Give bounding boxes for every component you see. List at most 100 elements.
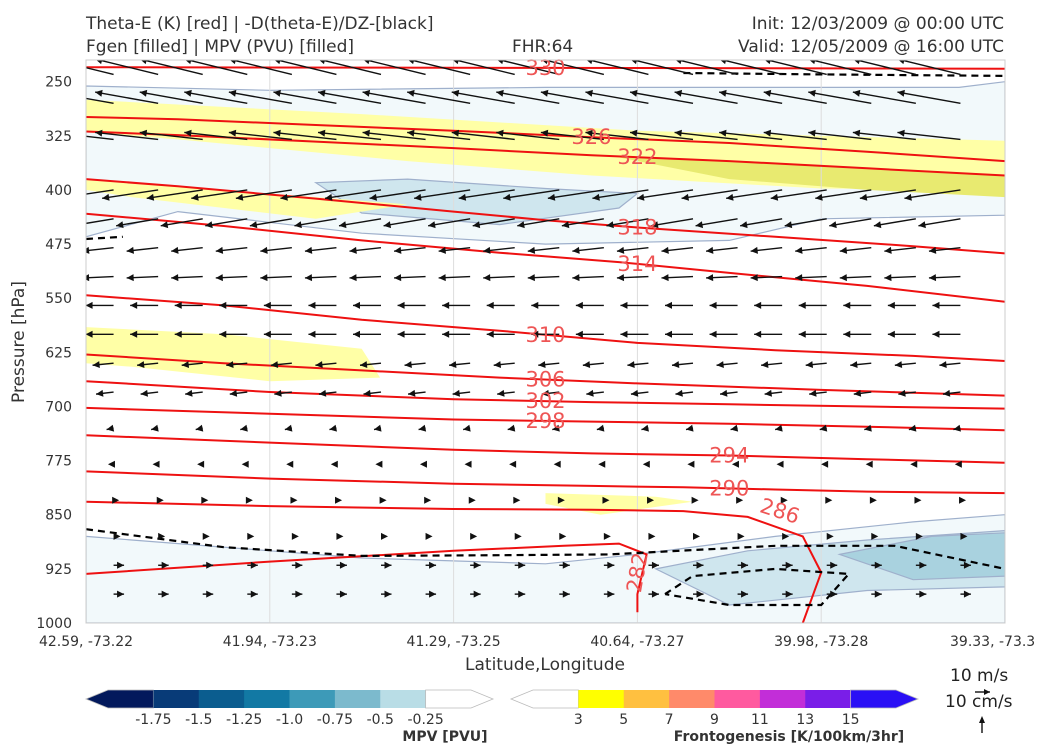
theta-e-contour-label: 294: [709, 444, 749, 468]
y-tick-label: 775: [45, 454, 72, 470]
wind-arrowhead: [151, 424, 159, 432]
theta-e-contour-label: 306: [525, 368, 565, 392]
wind-arrowhead: [92, 361, 100, 369]
wind-arrowhead: [384, 561, 392, 569]
frontogenesis-colorbar: 3 5 7 9 11 13 15: [509, 689, 920, 728]
wind-arrowhead: [483, 246, 491, 254]
wind-arrow: [184, 131, 248, 141]
wind-arrowhead: [219, 301, 227, 309]
wind-arrowhead: [805, 361, 814, 369]
wind-arrowhead: [414, 193, 422, 201]
wind-arrowhead: [864, 424, 872, 432]
wind-arrowhead: [429, 590, 437, 598]
wind-arrowhead: [839, 246, 848, 254]
wind-arrowhead: [284, 424, 293, 432]
plot-frame: [85, 59, 1006, 624]
mpv-colorbar-segment: [244, 690, 290, 708]
wind-arrowhead: [472, 221, 481, 229]
wind-arrowhead: [463, 424, 471, 432]
theta-e-contour-label: 318: [617, 215, 657, 239]
wind-arrow: [363, 60, 426, 76]
wind-arrowhead: [815, 193, 823, 201]
wind-arrow: [184, 91, 248, 104]
wind-arrowhead: [51, 57, 59, 64]
theta-e-contour-line: [86, 542, 648, 613]
x-tick-label: 39.33, -73.3: [950, 634, 1035, 650]
wind-arrowhead: [664, 330, 672, 338]
wind-arrowhead: [959, 496, 967, 504]
wind-arrowhead: [821, 460, 829, 468]
mpv-colorbar-tick-label: -0.75: [317, 712, 353, 728]
wind-arrowhead: [113, 532, 121, 540]
wind-arrow: [815, 189, 872, 200]
wind-arrowhead: [562, 561, 570, 569]
frontogenesis-colorbar-segment: [850, 689, 920, 709]
chart-title-line-2: Fgen [filled] | MPV (PVU) [filled]: [86, 37, 355, 57]
wind-arrowhead: [226, 361, 234, 369]
wind-arrow: [407, 91, 471, 104]
wind-arrow: [517, 218, 560, 227]
y-tick-label: 250: [45, 75, 72, 91]
wind-arrowhead: [274, 389, 282, 397]
wind-arrow: [606, 218, 649, 227]
wind-arrowhead: [538, 361, 546, 369]
quiver-key-vertical-label: 10 cm/s: [945, 692, 1013, 712]
wind-arrowhead: [953, 424, 961, 432]
wind-arrowhead: [280, 193, 288, 201]
theta-e-contour-line: [86, 434, 1005, 464]
y-tick-label: 325: [45, 129, 72, 145]
wind-arrowhead: [754, 330, 762, 338]
wind-arrowhead: [750, 274, 758, 282]
wind-arrowhead: [592, 193, 600, 201]
wind-arrowhead: [737, 532, 745, 540]
wind-arrow: [918, 218, 961, 227]
wind-arrowhead: [918, 221, 926, 229]
wind-arrow: [547, 189, 604, 200]
wind-arrowhead: [761, 361, 769, 369]
wind-arrowhead: [540, 89, 549, 97]
wind-arrowhead: [384, 590, 392, 598]
wind-arrow: [763, 131, 827, 141]
wind-arrowhead: [651, 561, 659, 569]
wind-arrowhead: [887, 301, 895, 309]
frontogenesis-colorbar-segment: [623, 690, 670, 708]
wind-arrowhead: [928, 274, 937, 282]
wind-arrowhead: [497, 60, 504, 65]
wind-arrow: [249, 218, 292, 227]
wind-arrow: [407, 131, 471, 141]
wind-arrowhead: [228, 89, 237, 97]
wind-arrowhead: [939, 361, 947, 369]
wind-arrow: [719, 91, 783, 104]
quiver-key: 10 m/s 10 cm/s: [945, 666, 1013, 733]
wind-arrow: [681, 189, 738, 200]
wind-arrowhead: [352, 301, 360, 309]
wind-arrowhead: [468, 496, 476, 504]
wind-arrowhead: [483, 274, 491, 282]
wind-arrowhead: [884, 274, 892, 282]
wind-arrowhead: [650, 221, 659, 229]
mpv-colorbar: -1.75 -1.5 -1.25 -1.0 -0.75 -0.5 -0.25: [84, 689, 495, 728]
wind-arrowhead: [161, 590, 169, 598]
wind-arrow: [116, 218, 159, 227]
theta-e-contour-line: [86, 500, 823, 623]
wind-arrowhead: [229, 389, 238, 397]
wind-arrow: [140, 60, 203, 76]
wind-arrowhead: [263, 301, 271, 309]
wind-arrow: [859, 189, 916, 200]
wind-arrowhead: [661, 274, 669, 282]
wind-arrowhead: [86, 301, 93, 309]
wind-arrowhead: [503, 193, 511, 201]
wind-arrowhead: [829, 221, 837, 229]
wind-arrow: [86, 135, 114, 141]
wind-arrowhead: [557, 496, 565, 504]
wind-arrow: [280, 189, 337, 200]
wind-arrowhead: [240, 424, 248, 432]
wind-arrowhead: [541, 389, 550, 397]
wind-arrowhead: [86, 274, 90, 282]
wind-arrowhead: [839, 274, 847, 282]
wind-arrow: [86, 66, 114, 76]
wind-arrowhead: [887, 330, 895, 338]
wind-arrowhead: [602, 496, 610, 504]
wind-arrowhead: [404, 361, 412, 369]
